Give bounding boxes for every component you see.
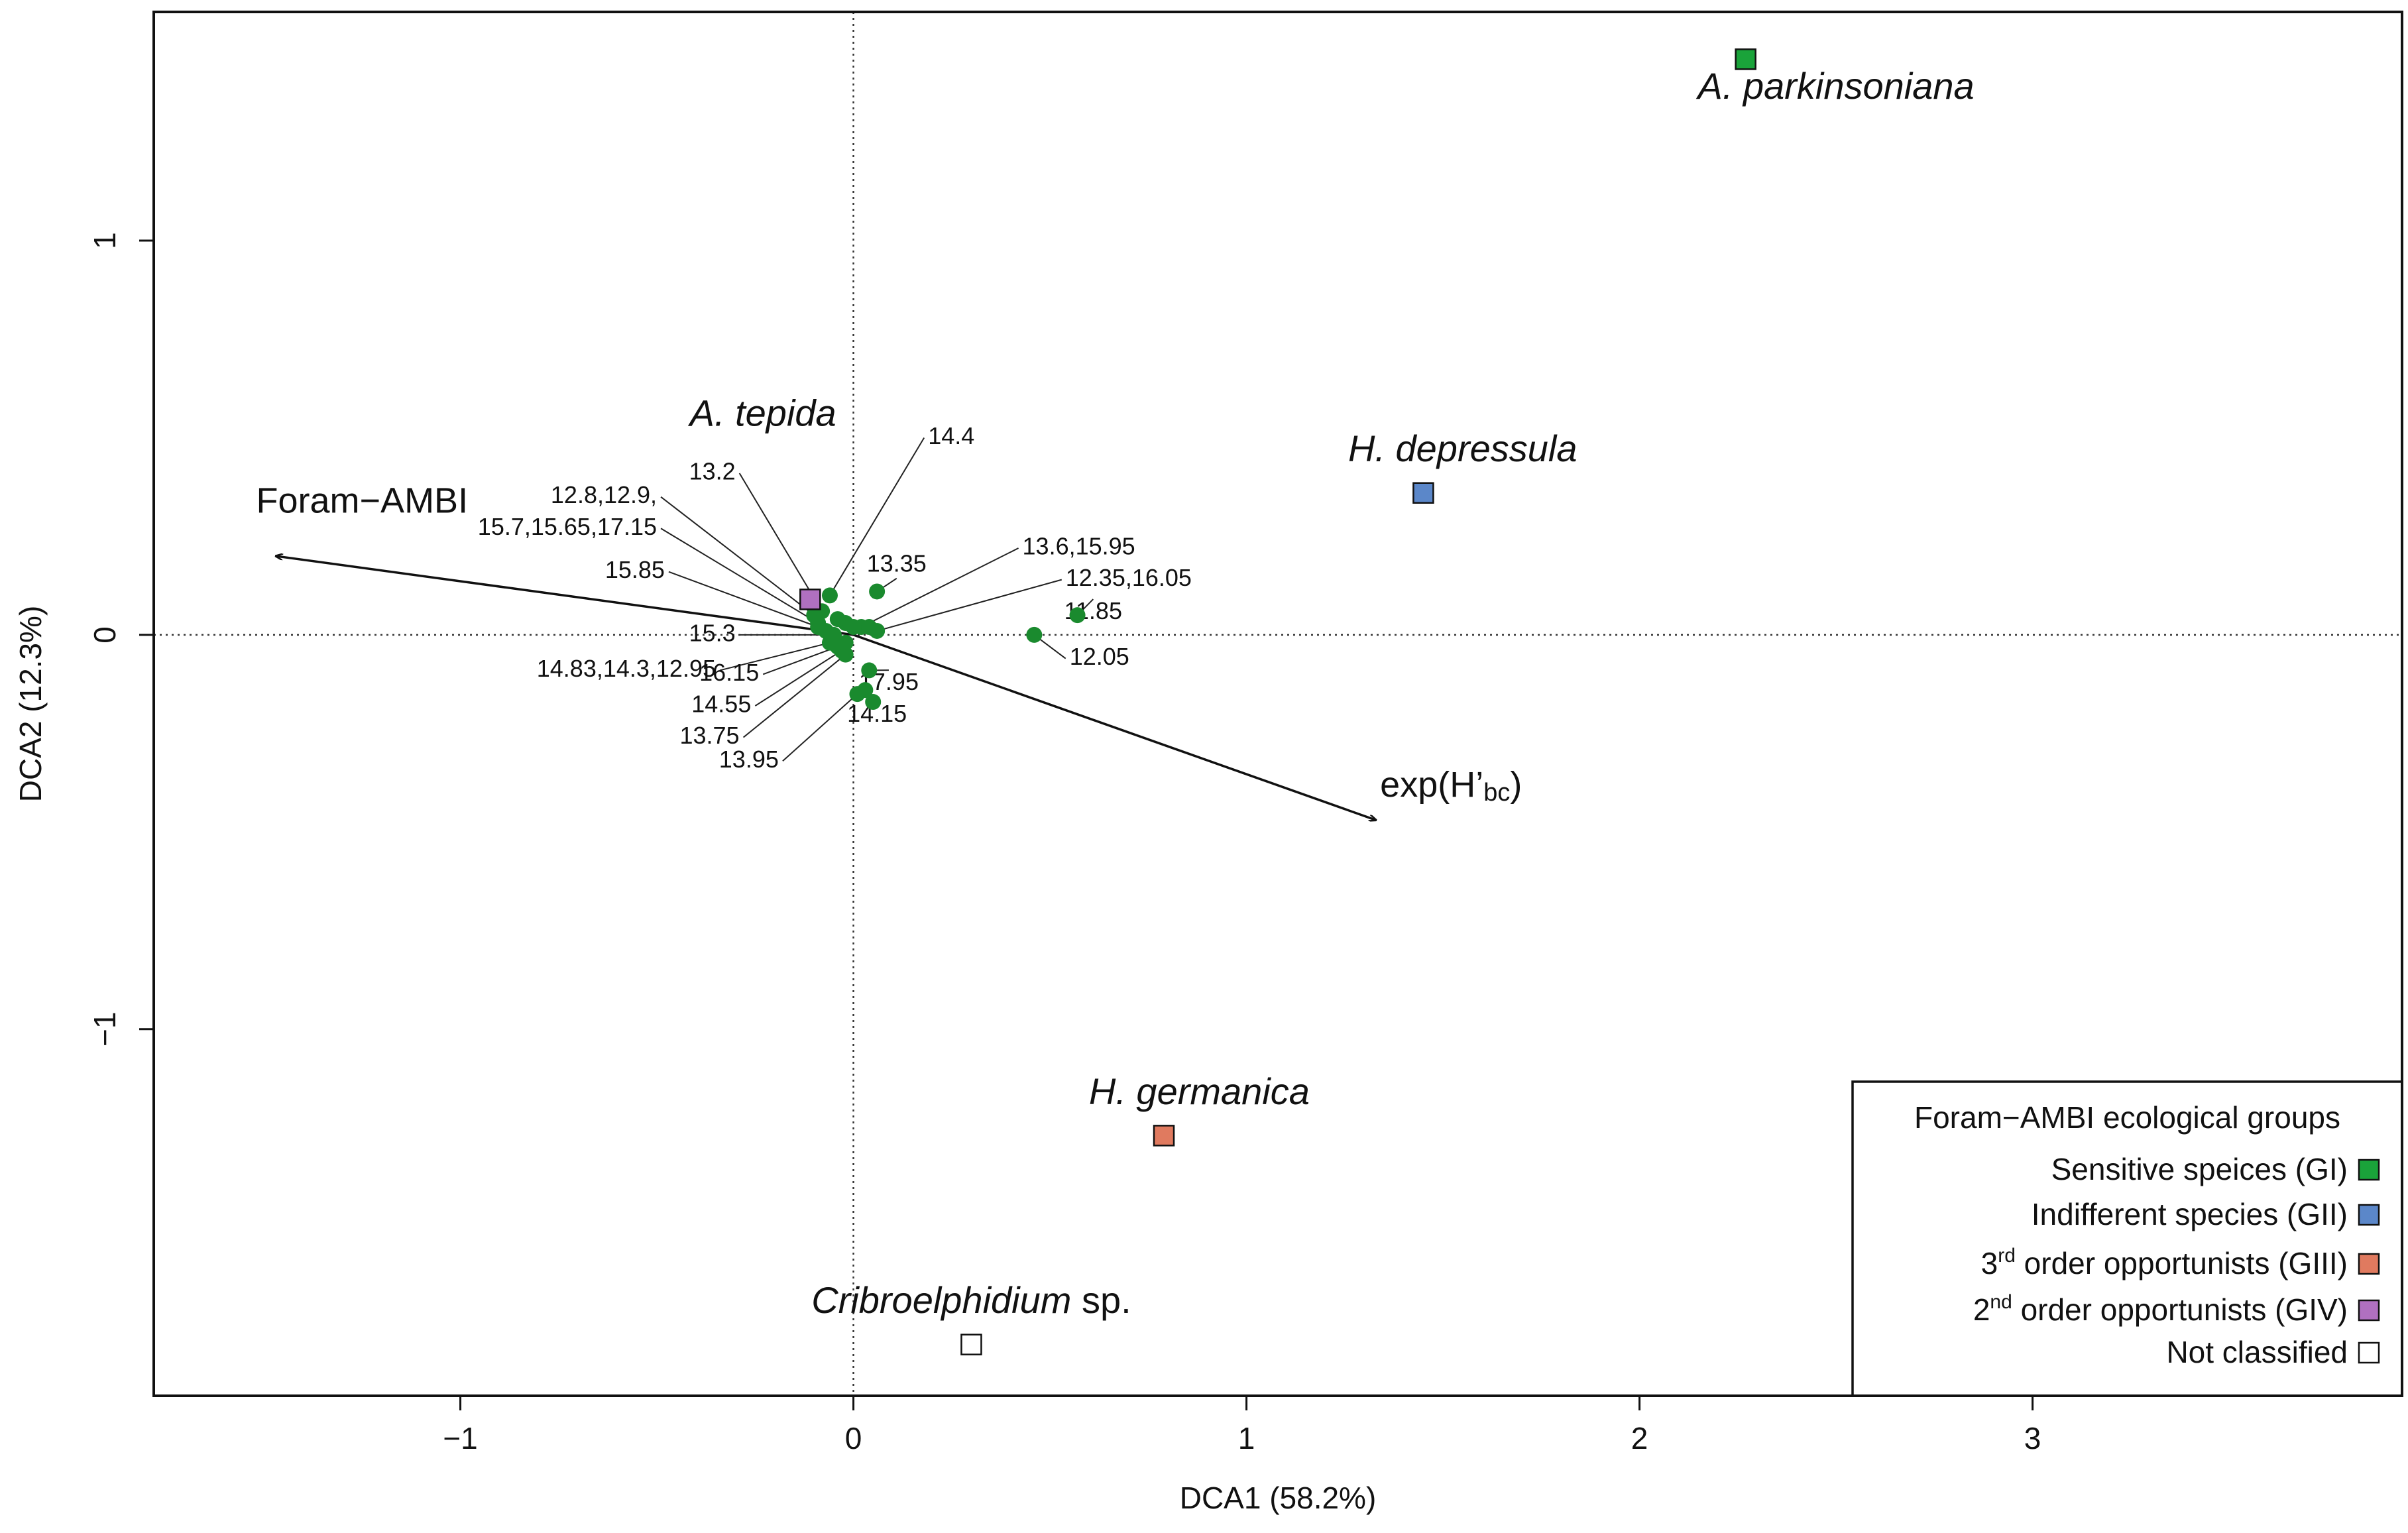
species-marker-cribroelphidium bbox=[960, 1334, 982, 1355]
species-label-cribroelphidium: Cribroelphidium sp. bbox=[811, 1279, 1131, 1321]
site-leader-line bbox=[719, 642, 831, 671]
environmental-vectors: Foram−AMBI exp(H’bc) bbox=[257, 481, 1522, 820]
site-label-12-35-16-05: 12.35,16.05 bbox=[1066, 564, 1192, 591]
site-label-13-75: 13.75 bbox=[679, 722, 739, 749]
species-points: A. parkinsoniana H. depressula H. germanic… bbox=[688, 48, 1975, 1355]
site-label-15-85: 15.85 bbox=[605, 556, 665, 583]
x-tick-label: 3 bbox=[2024, 1421, 2041, 1455]
reference-lines bbox=[154, 12, 2402, 1396]
site-leader-line bbox=[876, 579, 1062, 632]
site-point-12-05 bbox=[1026, 626, 1043, 643]
site-point bbox=[857, 682, 874, 699]
vector-arrow-exp-h bbox=[852, 634, 1377, 821]
site-label-14-55: 14.55 bbox=[691, 690, 751, 717]
legend-label-giv: 2nd order opportunists (GIV) bbox=[1973, 1291, 2348, 1327]
species-marker-h-germanica bbox=[1153, 1125, 1175, 1147]
species-label-a-tepida: A. tepida bbox=[688, 392, 836, 434]
legend-swatch-nc bbox=[2358, 1341, 2380, 1364]
site-label-13-95: 13.95 bbox=[719, 746, 779, 773]
species-marker-a-parkinsoniana bbox=[1735, 48, 1756, 70]
site-label-14-83-14-3-12-95: 14.83,14.3,12.95 bbox=[537, 655, 716, 682]
legend-label-gi: Sensitive speices (GI) bbox=[2051, 1152, 2348, 1186]
species-marker-a-tepida bbox=[799, 589, 821, 610]
site-points: 14.4 13.2 12.8,12.9, 15.7,15.65,17.15 15.85 1… bbox=[478, 422, 1192, 773]
species-label-h-germanica: H. germanica bbox=[1089, 1070, 1310, 1112]
vector-arrow-foram-ambi bbox=[276, 556, 854, 636]
site-label-13-6-15-95: 13.6,15.95 bbox=[1023, 533, 1135, 560]
legend-swatch-gii bbox=[2358, 1204, 2380, 1226]
site-label-13-2: 13.2 bbox=[689, 458, 736, 485]
y-tick-label: 0 bbox=[87, 626, 122, 644]
y-tick-label: 1 bbox=[87, 232, 122, 249]
legend-label-gii: Indifferent species (GII) bbox=[2032, 1197, 2348, 1231]
site-leader-line bbox=[782, 693, 858, 762]
vector-label-exp-h: exp(H’bc) bbox=[1380, 765, 1522, 807]
species-label-h-depressula: H. depressula bbox=[1348, 427, 1577, 469]
site-leader-line bbox=[660, 496, 815, 616]
site-label-15-3: 15.3 bbox=[689, 619, 736, 646]
site-label-12-8-12-9: 12.8,12.9, bbox=[551, 481, 657, 508]
legend-swatch-giii bbox=[2358, 1253, 2380, 1275]
site-point-13-35 bbox=[869, 583, 886, 600]
x-tick-label: 0 bbox=[845, 1421, 862, 1455]
site-leader-line bbox=[660, 528, 819, 624]
plot-frame bbox=[152, 11, 2403, 1397]
site-label-14-4: 14.4 bbox=[928, 422, 974, 449]
site-leader-line bbox=[742, 653, 846, 738]
site-point bbox=[861, 619, 878, 635]
legend-swatch-gi bbox=[2358, 1159, 2380, 1181]
legend-label-giii: 3rd order opportunists (GIII) bbox=[1981, 1245, 2348, 1280]
y-tick-label: −1 bbox=[87, 1012, 122, 1047]
site-leader-line bbox=[860, 547, 1019, 628]
site-label-13-35: 13.35 bbox=[867, 550, 927, 577]
site-label-16-15: 16.15 bbox=[699, 659, 759, 686]
legend: Foram−AMBI ecological groups Sensitive sp… bbox=[1851, 1080, 2403, 1397]
legend-label-nc: Not classified bbox=[2166, 1335, 2348, 1369]
site-leader-line bbox=[754, 650, 842, 707]
x-tick-label: 2 bbox=[1631, 1421, 1648, 1455]
site-leader-line bbox=[668, 571, 819, 628]
site-point bbox=[837, 634, 854, 651]
x-axis-title: DCA1 (58.2%) bbox=[1180, 1481, 1377, 1515]
site-point-14-4 bbox=[821, 587, 838, 604]
axes: −1 0 1 2 3 −1 0 1 DCA1 (58.2%) DCA2 (12.3%) bbox=[13, 232, 2041, 1515]
site-point-13-75 bbox=[837, 646, 854, 663]
site-point bbox=[845, 619, 862, 635]
site-leader-line bbox=[829, 437, 925, 596]
legend-title: Foram−AMBI ecological groups bbox=[1914, 1100, 2340, 1135]
species-label-a-parkinsoniana: A. parkinsoniana bbox=[1695, 65, 1974, 107]
x-tick-label: −1 bbox=[443, 1421, 477, 1455]
site-label-15-7-15-65-17-15: 15.7,15.65,17.15 bbox=[478, 513, 657, 540]
y-axis-title: DCA2 (12.3%) bbox=[13, 606, 48, 803]
site-leader-line bbox=[738, 473, 823, 612]
site-point bbox=[829, 611, 846, 628]
site-leader-line bbox=[762, 646, 838, 675]
site-point-17-95 bbox=[861, 662, 878, 679]
site-point-14-15 bbox=[865, 694, 882, 710]
site-point-11-85 bbox=[1069, 607, 1086, 624]
species-marker-h-depressula bbox=[1412, 482, 1434, 504]
site-label-12-05: 12.05 bbox=[1070, 643, 1129, 670]
vector-label-foram-ambi: Foram−AMBI bbox=[257, 481, 469, 520]
legend-swatch-giv bbox=[2358, 1299, 2380, 1322]
x-tick-label: 1 bbox=[1238, 1421, 1255, 1455]
